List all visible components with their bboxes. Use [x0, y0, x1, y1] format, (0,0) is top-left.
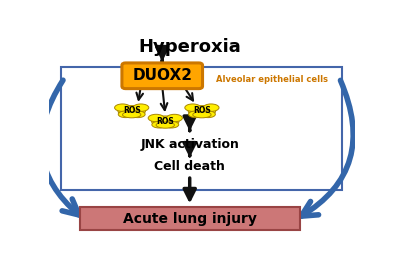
Ellipse shape: [133, 104, 149, 111]
Ellipse shape: [148, 114, 164, 122]
Ellipse shape: [152, 121, 167, 128]
Ellipse shape: [167, 114, 182, 122]
Text: Acute lung injury: Acute lung injury: [123, 212, 256, 226]
Ellipse shape: [188, 106, 216, 116]
FancyArrowPatch shape: [41, 80, 79, 215]
Ellipse shape: [203, 104, 219, 111]
FancyArrowPatch shape: [301, 80, 353, 216]
Ellipse shape: [123, 112, 141, 118]
Text: ROS: ROS: [156, 117, 174, 126]
Ellipse shape: [193, 112, 211, 118]
Ellipse shape: [185, 104, 201, 111]
Ellipse shape: [130, 111, 145, 118]
FancyBboxPatch shape: [122, 63, 203, 89]
Text: Cell death: Cell death: [154, 160, 225, 174]
Ellipse shape: [164, 121, 179, 128]
Text: Hyperoxia: Hyperoxia: [138, 38, 241, 56]
Ellipse shape: [152, 116, 179, 127]
Ellipse shape: [201, 111, 216, 118]
Text: Alveolar epithelial cells: Alveolar epithelial cells: [216, 75, 328, 84]
Ellipse shape: [115, 104, 130, 111]
Text: JNK activation: JNK activation: [140, 138, 239, 151]
Ellipse shape: [156, 122, 175, 128]
Ellipse shape: [118, 106, 145, 116]
Text: ROS: ROS: [123, 107, 141, 115]
Ellipse shape: [118, 111, 133, 118]
Text: DUOX2: DUOX2: [132, 68, 192, 83]
Ellipse shape: [188, 111, 203, 118]
FancyBboxPatch shape: [80, 207, 300, 230]
Text: ROS: ROS: [193, 107, 211, 115]
